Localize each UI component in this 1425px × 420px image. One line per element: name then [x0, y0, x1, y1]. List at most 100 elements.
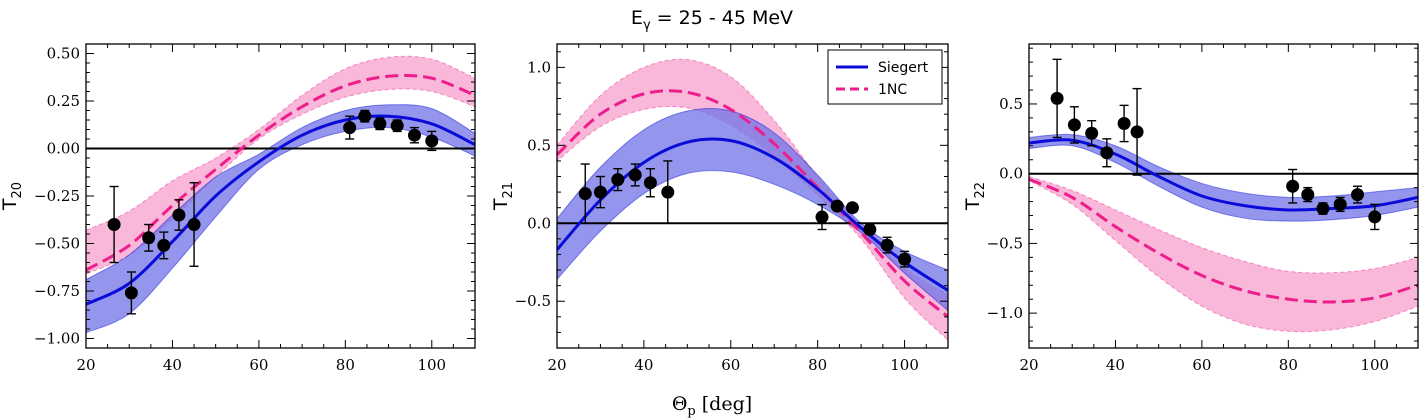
data-point-3-1: [1050, 91, 1064, 105]
plot-area-1: [86, 55, 475, 334]
x-tick-label-1-4: 80: [336, 356, 355, 374]
data-point-3-7: [1286, 179, 1300, 193]
data-point-2-11: [880, 238, 894, 252]
band-onenc-3: [1029, 175, 1418, 333]
y-axis-label-main-3: T: [962, 198, 984, 211]
y-tick-label-2-3: 0.5: [527, 136, 551, 154]
title-subscript: γ: [643, 18, 651, 33]
data-point-2-1: [578, 187, 592, 201]
data-point-2-4: [628, 168, 642, 182]
x-tick-label-2-5: 100: [890, 356, 919, 374]
y-axis-label-3: T22: [962, 182, 988, 211]
x-axis-label-subscript: p: [687, 404, 695, 419]
data-point-1-1: [107, 218, 121, 231]
data-point-3-12: [1368, 210, 1382, 224]
x-tick-label-2-2: 40: [634, 356, 653, 374]
curve-onenc-2: [557, 89, 948, 318]
legend: Siegert 1NC: [827, 49, 943, 105]
data-point-1-4: [157, 238, 171, 252]
curve-onenc-3: [1029, 177, 1418, 304]
curve-siegert-1: [86, 114, 475, 306]
y-axis-label-subscript-2: 21: [501, 182, 516, 199]
data-point-1-10: [390, 119, 404, 133]
data-point-1-2: [124, 286, 138, 300]
y-tick-label-1-7: 0.50: [47, 45, 80, 63]
x-tick-label-3-1: 20: [1019, 356, 1038, 374]
figure-title: Eγ = 25 - 45 MeV: [631, 7, 793, 33]
x-tick-label-1-5: 100: [417, 356, 446, 374]
band-siegert-2: [557, 108, 948, 312]
x-tick-label-3-4: 80: [1279, 356, 1298, 374]
data-point-2-6: [661, 185, 675, 199]
data-point-2-2: [593, 185, 607, 199]
data-point-3-5: [1117, 116, 1131, 130]
chart-panel-3: 20 40 60 80 100 −1.0 −0.5 0.0 0.5 T22: [962, 43, 1419, 374]
x-axis-label-rest: [deg]: [696, 393, 752, 415]
data-point-3-2: [1067, 118, 1081, 132]
data-point-3-8: [1301, 188, 1315, 202]
y-axis-label-subscript-3: 22: [973, 182, 988, 199]
curve-onenc-1: [86, 74, 475, 272]
y-tick-label-2-2: 0.0: [527, 214, 551, 232]
title-main: E: [631, 7, 643, 29]
data-point-2-3: [611, 173, 625, 187]
x-tick-label-1-1: 20: [76, 356, 95, 374]
y-tick-label-2-4: 1.0: [527, 58, 551, 76]
data-point-3-4: [1100, 146, 1114, 160]
y-tick-label-1-4: −0.25: [34, 187, 80, 205]
data-point-1-11: [407, 128, 421, 142]
data-point-2-9: [845, 201, 859, 215]
chart-panel-2: 20 40 60 80 100 −0.5 0.0 0.5 1.0 T21 Siegert 1NC: [490, 43, 949, 374]
data-point-2-7: [815, 210, 829, 224]
data-point-1-6: [187, 218, 201, 231]
data-point-1-8: [358, 109, 372, 123]
y-tick-label-2-1: −0.5: [515, 292, 551, 310]
y-axis-label-subscript-1: 20: [10, 182, 25, 199]
data-point-2-10: [863, 223, 877, 237]
data-point-3-9: [1316, 202, 1330, 216]
data-point-2-8: [830, 199, 844, 213]
data-point-3-11: [1350, 188, 1364, 202]
legend-label-onenc: 1NC: [878, 82, 907, 98]
chart-panel-1: 20 40 60 80 100 −1.00 −0.75 −0.50 −0.25 0.00 0.25 0…: [0, 43, 476, 374]
x-tick-label-2-3: 60: [721, 356, 740, 374]
x-tick-label-1-3: 60: [249, 356, 268, 374]
band-siegert-3: [1029, 133, 1418, 222]
x-tick-label-2-4: 80: [808, 356, 827, 374]
x-axis-label: Θp [deg]: [672, 393, 752, 419]
y-tick-label-1-5: 0.00: [47, 140, 80, 158]
x-tick-label-2-1: 20: [547, 356, 566, 374]
data-point-1-7: [343, 121, 357, 135]
y-tick-label-1-2: −0.75: [34, 282, 80, 300]
y-tick-label-3-4: 0.5: [999, 95, 1023, 113]
y-tick-label-3-3: 0.0: [999, 165, 1023, 183]
y-tick-label-1-6: 0.25: [47, 92, 80, 110]
data-point-1-9: [373, 117, 387, 131]
axes-frame-1: [85, 43, 476, 349]
legend-box: [827, 49, 943, 105]
y-tick-label-1-3: −0.50: [34, 235, 80, 253]
data-point-3-10: [1333, 197, 1347, 211]
plot-area-2: [557, 58, 948, 341]
band-onenc-2: [557, 58, 948, 341]
title-rest: = 25 - 45 MeV: [651, 7, 793, 29]
y-axis-label-main-1: T: [0, 198, 21, 211]
plot-area-3: [1029, 58, 1418, 333]
data-point-3-3: [1085, 126, 1099, 140]
data-point-2-5: [643, 176, 657, 190]
data-point-3-6: [1130, 125, 1144, 139]
x-axis-label-main: Θ: [672, 393, 688, 415]
x-tick-label-3-5: 100: [1360, 356, 1389, 374]
y-axis-label-1: T20: [0, 182, 25, 211]
y-tick-label-3-1: −1.0: [987, 304, 1023, 322]
data-point-1-12: [425, 134, 439, 148]
data-point-2-12: [898, 252, 912, 266]
x-tick-label-3-3: 60: [1192, 356, 1211, 374]
y-axis-label-2: T21: [490, 182, 516, 211]
data-point-1-5: [172, 208, 186, 222]
legend-label-siegert: Siegert: [878, 60, 929, 76]
data-point-1-3: [142, 231, 156, 245]
x-tick-label-3-2: 40: [1106, 356, 1125, 374]
y-tick-label-1-1: −1.00: [34, 330, 80, 348]
